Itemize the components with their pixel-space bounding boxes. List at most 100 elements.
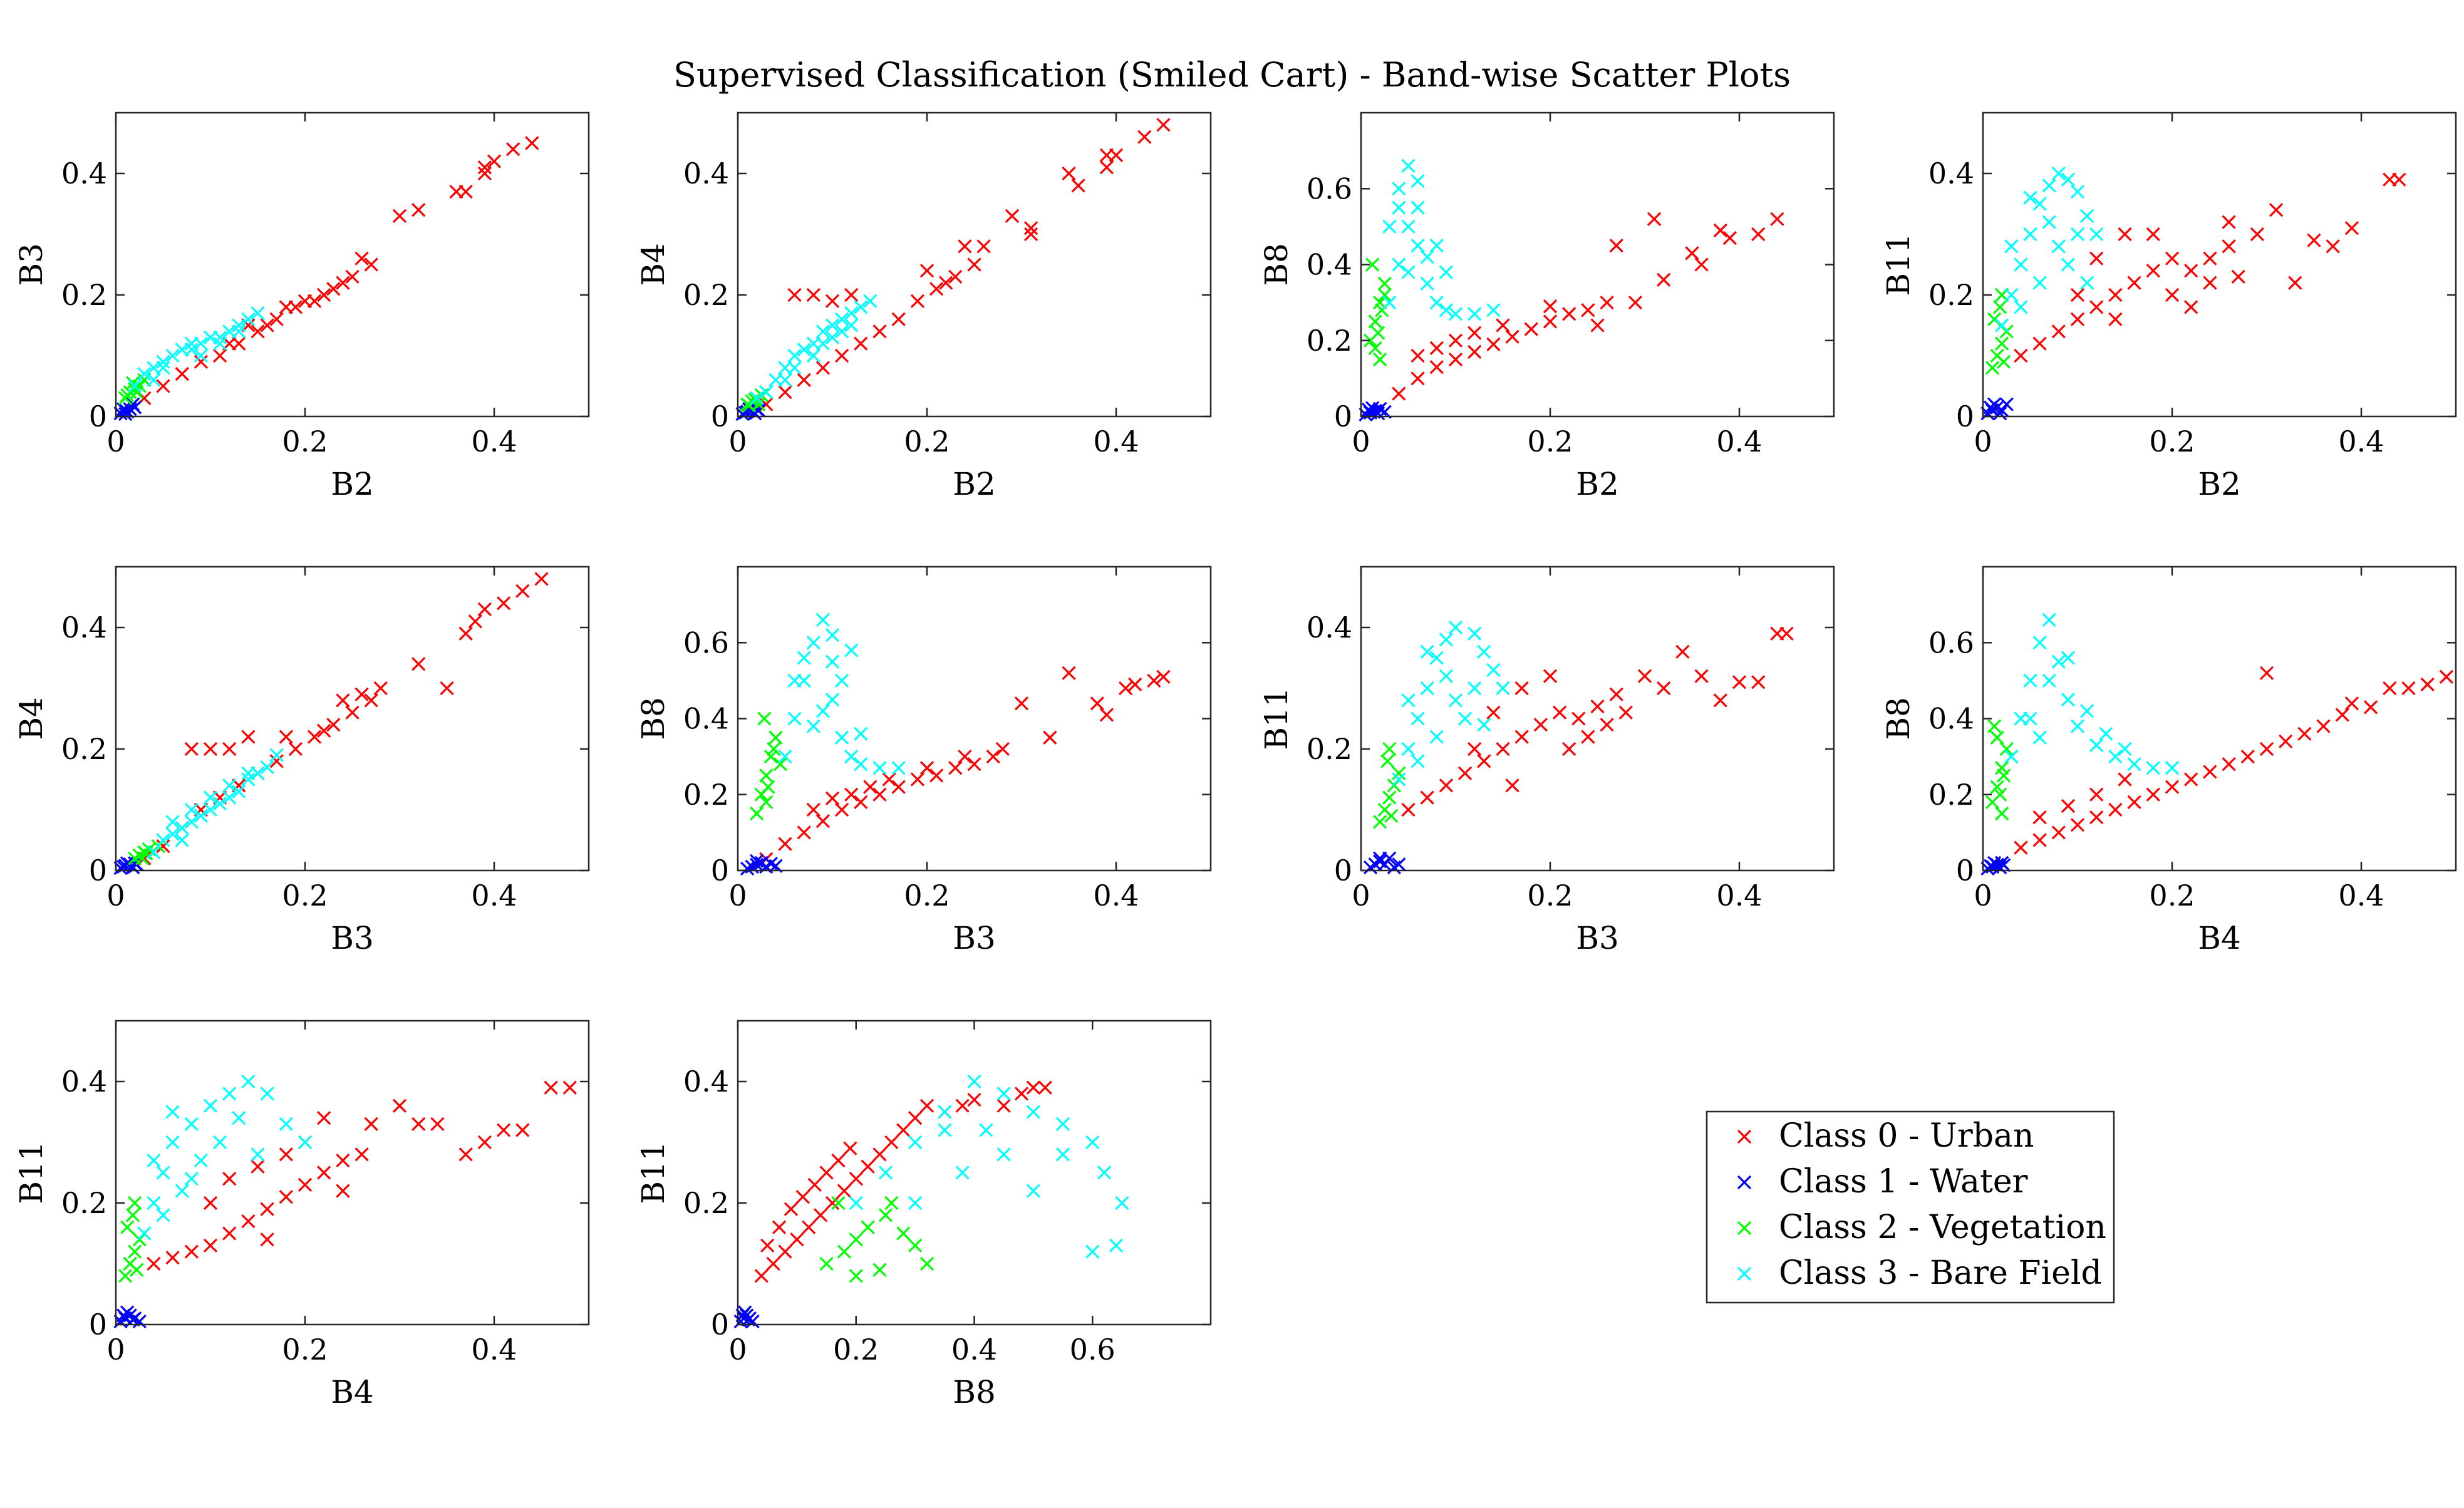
data-point (1062, 666, 1076, 680)
data-point (147, 1196, 161, 1211)
data-point (298, 1135, 313, 1150)
x-axis-label: B3 (953, 920, 996, 956)
data-point (251, 1147, 265, 1162)
data-point (854, 795, 868, 810)
data-point (1109, 148, 1124, 163)
data-point (1647, 212, 1662, 226)
data-point (120, 388, 135, 403)
data-point (458, 184, 473, 199)
data-point (1997, 768, 2011, 783)
data-point (222, 1226, 237, 1241)
series-class-3 (137, 1074, 313, 1241)
data-point (2032, 276, 2047, 290)
data-point (854, 336, 868, 351)
data-point (760, 1238, 775, 1253)
data-point (2307, 233, 2321, 247)
data-point (279, 730, 293, 744)
data-point (1543, 669, 1558, 683)
data-point (165, 1135, 180, 1150)
data-point (184, 1244, 199, 1259)
y-tick-label: 0.2 (1928, 278, 1974, 312)
data-point (1993, 787, 2007, 802)
data-point (1590, 318, 1605, 333)
y-tick-label: 0.4 (1928, 157, 1974, 190)
data-point (2032, 810, 2047, 825)
data-point (156, 354, 170, 369)
data-point (260, 318, 274, 333)
data-point (1005, 209, 1020, 224)
data-point (2165, 761, 2180, 775)
data-point (2344, 696, 2359, 711)
data-point (1401, 219, 1416, 234)
legend-entry: Class 3 - Bare Field (1737, 1254, 2102, 1292)
data-point (1382, 790, 1397, 805)
data-point (891, 780, 906, 794)
data-point (2089, 787, 2104, 802)
data-point (910, 772, 925, 787)
x-tick-label: 0.4 (471, 1333, 517, 1366)
data-point (837, 1244, 852, 1259)
data-point (1439, 778, 1454, 793)
data-point (1524, 322, 1538, 336)
data-point (1770, 212, 1784, 226)
data-point (1581, 303, 1595, 318)
data-point (910, 294, 925, 308)
data-point (260, 1087, 274, 1101)
data-point (2061, 798, 2076, 813)
y-tick-label: 0.2 (683, 278, 729, 312)
series-class-0 (1401, 626, 1794, 817)
data-point (1496, 741, 1510, 757)
data-point (184, 343, 199, 357)
data-point (2222, 757, 2236, 772)
data-point (2439, 669, 2454, 684)
data-point (2032, 730, 2047, 745)
data-point (175, 366, 189, 381)
data-point (1995, 806, 2009, 821)
data-point (212, 348, 227, 363)
data-point (2146, 227, 2160, 242)
data-point (2070, 287, 2085, 302)
data-point (487, 154, 502, 168)
data-point (298, 294, 313, 308)
data-point (222, 1087, 237, 1101)
data-point (1685, 246, 1699, 261)
data-point (1420, 644, 1434, 659)
data-point (2420, 677, 2435, 692)
x-tick-label: 0.4 (1716, 425, 1762, 458)
data-point (878, 1208, 893, 1222)
data-point (750, 391, 764, 406)
data-point (1026, 1105, 1041, 1119)
data-point (1099, 160, 1114, 175)
data-point (364, 693, 378, 708)
data-point (156, 1208, 170, 1222)
data-point (116, 1308, 131, 1323)
data-point (2089, 810, 2104, 825)
data-point (2146, 264, 2160, 278)
data-point (815, 324, 831, 339)
data-point (1997, 354, 2011, 369)
data-point (269, 312, 284, 326)
y-axis-label: B4 (635, 243, 671, 286)
y-tick-label: 0.2 (1928, 778, 1974, 812)
data-point (1429, 295, 1444, 310)
data-point (156, 839, 170, 854)
data-point (764, 749, 778, 764)
data-point (1382, 295, 1397, 310)
data-point (496, 1123, 511, 1137)
data-point (1694, 669, 1709, 683)
scatter-plot-5: 0 0.2 0.4 0 0.2 0.4 B3 B4 (13, 566, 590, 956)
data-point (279, 1147, 293, 1162)
data-point (754, 1269, 769, 1283)
data-point (825, 330, 840, 345)
data-point (1637, 669, 1652, 683)
data-point (807, 1177, 822, 1192)
series-class-2 (1985, 287, 2014, 375)
axes-box (115, 1020, 590, 1326)
data-point (844, 643, 859, 658)
data-point (496, 596, 511, 611)
data-point (2108, 312, 2123, 326)
data-point (2127, 795, 2141, 810)
data-point (844, 306, 859, 321)
data-point (1085, 1244, 1100, 1259)
x-tick-label: 0.4 (1093, 879, 1139, 912)
